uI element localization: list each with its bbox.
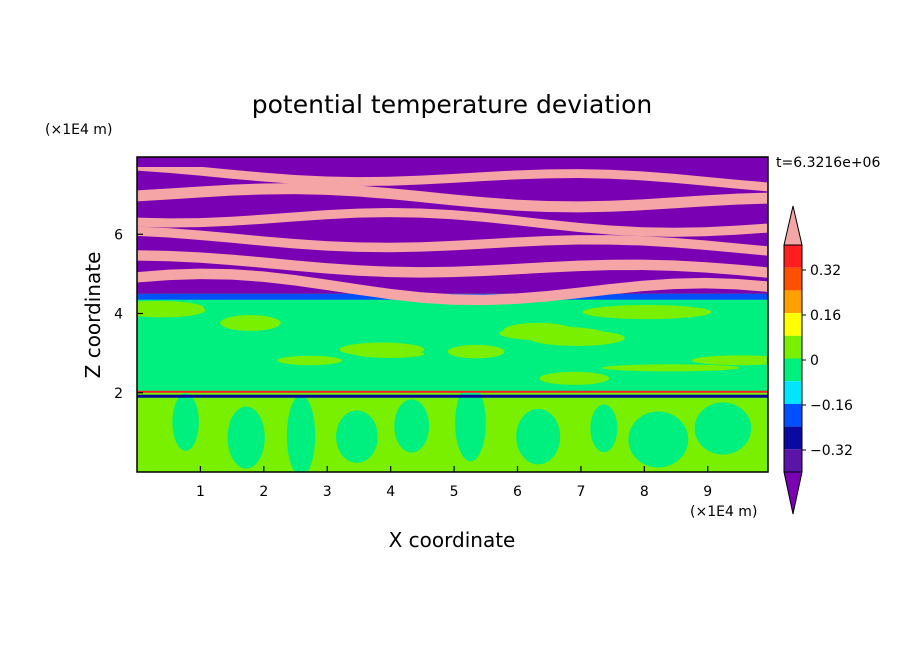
mid-wisp — [447, 344, 505, 359]
lower-cell — [590, 404, 618, 453]
mid-wisp — [355, 350, 425, 358]
x-tick-label: 6 — [513, 484, 522, 500]
colorbar-swatch — [784, 358, 802, 382]
y-tick-label: 2 — [114, 386, 123, 402]
lower-cell — [694, 402, 752, 455]
plot-area — [137, 157, 768, 472]
colorbar-label: −0.16 — [810, 398, 853, 414]
stripe-warm — [137, 183, 768, 213]
lower-cell — [628, 411, 689, 468]
colorbar-swatch — [784, 290, 802, 314]
colorbar-max-arrow — [783, 205, 803, 246]
mid-wisp — [691, 355, 768, 366]
x-tick-label: 7 — [576, 484, 585, 500]
colorbar-swatch — [784, 449, 802, 472]
lower-cell — [336, 410, 378, 463]
lower-cell — [286, 395, 316, 472]
time-label: t=6.3216e+06 — [776, 155, 880, 171]
lower-cell — [455, 384, 486, 462]
x-tick-label: 3 — [323, 484, 332, 500]
colorbar-swatch — [784, 313, 802, 336]
stripe-warm — [137, 268, 768, 306]
mid-wisp — [277, 355, 343, 366]
x-axis: 1 2 3 4 5 6 7 8 9 — [196, 466, 712, 500]
stripe-warm — [137, 208, 768, 237]
colorbar-min-arrow — [783, 471, 803, 515]
stripe-warm — [137, 161, 768, 192]
mid-wisp — [602, 364, 740, 372]
y-unit-label: (×1E4 m) — [45, 122, 112, 138]
colorbar-label: −0.32 — [810, 443, 853, 459]
y-tick-label: 4 — [114, 307, 123, 323]
x-unit-label: (×1E4 m) — [690, 504, 757, 520]
colorbar-swatch — [784, 245, 802, 268]
band-top — [137, 157, 768, 167]
lower-cell — [227, 406, 265, 469]
colorbar-label: 0 — [810, 353, 819, 369]
band-line — [137, 390, 768, 393]
colorbar-swatch — [784, 381, 802, 404]
stripe-warm — [137, 226, 768, 256]
x-tick-label: 5 — [450, 484, 459, 500]
colorbar-label: 0.16 — [810, 308, 841, 324]
band-line — [137, 394, 768, 398]
y-axis: 2 4 6 — [114, 227, 143, 402]
x-axis-label: X coordinate — [389, 528, 516, 552]
x-tick-label: 4 — [386, 484, 395, 500]
mid-wisp — [137, 300, 204, 315]
stripe-warm — [137, 250, 768, 278]
x-tick-label: 2 — [259, 484, 268, 500]
colorbar: 0.32 0.16 0 −0.16 −0.32 — [783, 205, 853, 515]
plot-frame — [136, 156, 769, 473]
lower-cell — [516, 408, 561, 465]
lower-cell — [394, 399, 430, 453]
x-tick-label: 1 — [196, 484, 205, 500]
mid-wisp — [220, 315, 281, 331]
colorbar-swatch — [784, 403, 802, 427]
mid-wisp — [539, 371, 610, 385]
colorbar-swatch — [784, 426, 802, 450]
colorbar-swatch — [784, 335, 802, 359]
mid-wisp — [582, 305, 712, 320]
colorbar-label: 0.32 — [810, 263, 841, 279]
y-tick-label: 6 — [114, 227, 123, 243]
colorbar-swatch — [784, 267, 802, 291]
mid-wisp — [499, 326, 605, 341]
lower-cell — [172, 393, 199, 451]
chart-title: potential temperature deviation — [252, 90, 652, 119]
x-tick-label: 9 — [703, 484, 712, 500]
x-tick-label: 8 — [640, 484, 649, 500]
y-axis-label: Z coordinate — [81, 252, 105, 379]
